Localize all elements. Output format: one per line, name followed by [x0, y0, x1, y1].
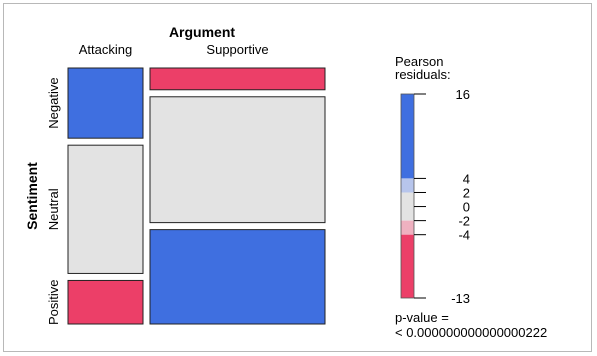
legend-band-3 [401, 220, 414, 235]
legend-band-1 [401, 178, 414, 193]
chart-title: Argument [169, 24, 235, 40]
row-label-negative: Negative [46, 77, 61, 128]
cell-supportive-positive [149, 229, 326, 325]
cell-attacking-positive [67, 279, 144, 325]
cell-attacking-neutral [67, 144, 144, 274]
column-label-attacking: Attacking [79, 42, 132, 57]
row-label-neutral: Neutral [46, 188, 61, 230]
legend-tick-label-16: 16 [456, 87, 470, 102]
legend-tick-label-4: -4 [458, 228, 470, 243]
row-label-positive: Positive [46, 279, 61, 325]
p-value: < 0.000000000000000222 [395, 325, 547, 340]
legend-tick-label-2: 2 [463, 185, 470, 200]
row-variable-label: Sentiment [24, 162, 40, 230]
legend-bar-outline [400, 93, 415, 299]
legend-tick-label-0: 0 [463, 200, 470, 215]
legend-title-line2: residuals: [395, 67, 451, 82]
legend-title-line1: Pearson [395, 54, 443, 69]
legend-band-0 [401, 94, 414, 179]
legend-band-4 [401, 234, 414, 298]
cell-supportive-negative [149, 67, 326, 91]
legend-tick-label-2: -2 [458, 214, 470, 229]
p-value-label: p-value = [395, 310, 449, 325]
cell-supportive-neutral [149, 96, 326, 224]
legend-band-2 [401, 192, 414, 221]
legend-tick-label-13: -13 [451, 291, 470, 306]
column-label-supportive: Supportive [206, 42, 268, 57]
cell-attacking-negative [67, 67, 144, 139]
legend-tick-label-4: 4 [463, 171, 470, 186]
